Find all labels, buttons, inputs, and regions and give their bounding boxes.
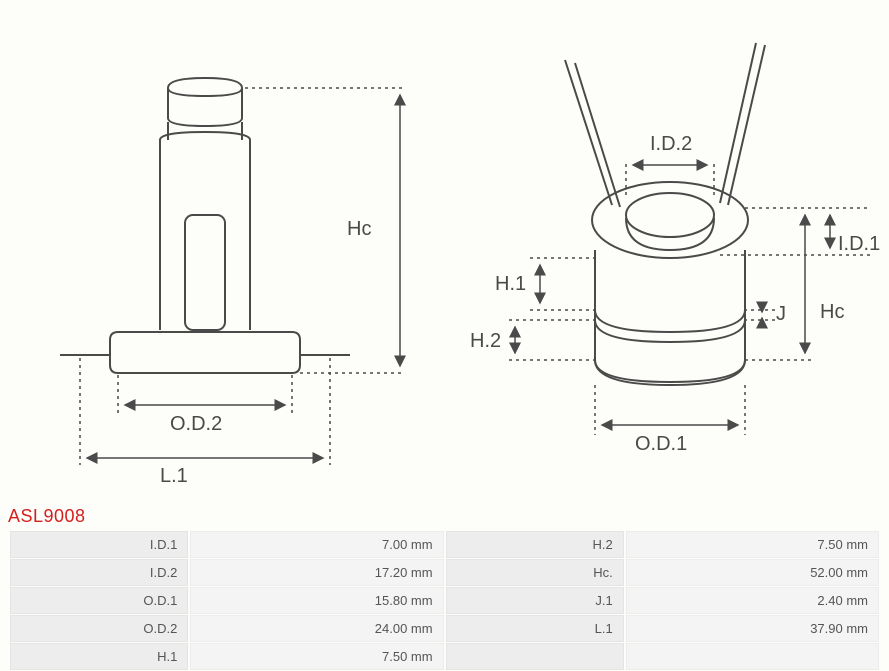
spec-value: 52.00 mm (626, 559, 879, 586)
spec-value: 37.90 mm (626, 615, 879, 642)
spec-label: O.D.2 (10, 615, 188, 642)
spec-value: 7.50 mm (626, 531, 879, 558)
label-Hc-right: Hc (820, 301, 844, 323)
label-OD1: O.D.1 (635, 433, 687, 455)
spec-value: 2.40 mm (626, 587, 879, 614)
label-ID2: I.D.2 (650, 133, 692, 155)
spec-label: H.1 (10, 643, 188, 670)
spec-value: 7.50 mm (190, 643, 443, 670)
label-L1: L.1 (160, 465, 188, 487)
label-J: J (776, 303, 786, 325)
label-H1: H.1 (495, 273, 526, 295)
spec-label: I.D.2 (10, 559, 188, 586)
top-view (565, 43, 765, 385)
spec-label: J.1 (446, 587, 624, 614)
spec-value: 15.80 mm (190, 587, 443, 614)
spec-label: H.2 (446, 531, 624, 558)
spec-label: Hc. (446, 559, 624, 586)
spec-value: 17.20 mm (190, 559, 443, 586)
spec-value: 7.00 mm (190, 531, 443, 558)
label-OD2: O.D.2 (170, 413, 222, 435)
label-H2: H.2 (470, 330, 501, 352)
spec-label: O.D.1 (10, 587, 188, 614)
spec-label (446, 643, 624, 670)
label-ID1: I.D.1 (838, 233, 880, 255)
technical-diagram: Hc O.D.2 L.1 (0, 0, 889, 500)
side-view (60, 78, 350, 373)
label-Hc-left: Hc (347, 218, 371, 240)
spec-table: I.D.17.00 mmH.27.50 mmI.D.217.20 mmHc.52… (8, 530, 881, 671)
spec-label: L.1 (446, 615, 624, 642)
spec-value: 24.00 mm (190, 615, 443, 642)
product-code: ASL9008 (8, 506, 86, 527)
spec-label: I.D.1 (10, 531, 188, 558)
spec-value (626, 643, 879, 670)
